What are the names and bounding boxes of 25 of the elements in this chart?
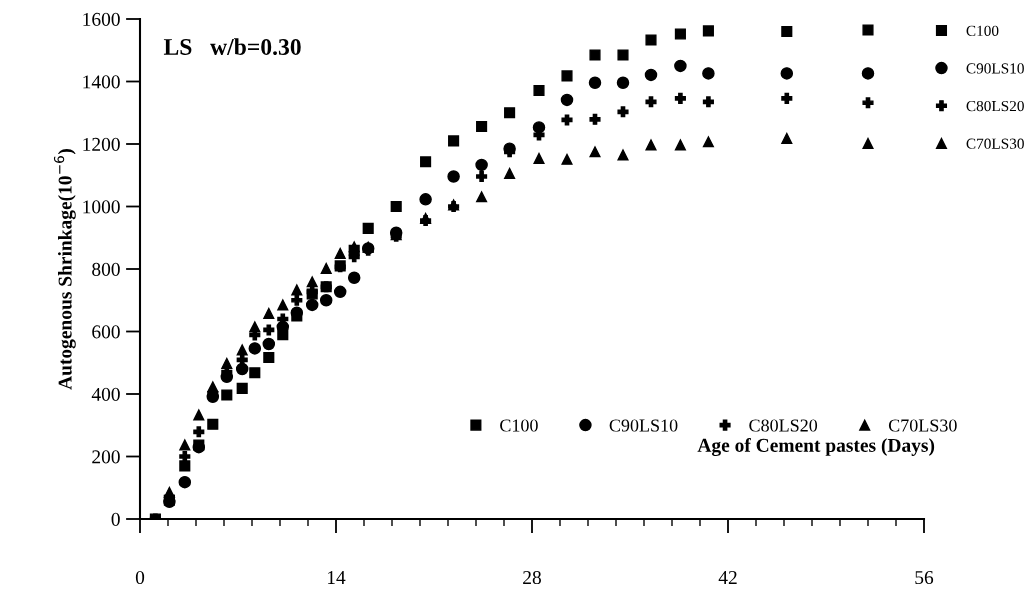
legend-label: C90LS10 bbox=[609, 419, 678, 432]
y-tick-label: 400 bbox=[91, 387, 120, 401]
text: C70LS30 bbox=[966, 138, 1024, 149]
y-tick-label: 0 bbox=[111, 512, 120, 526]
y-tick-label: 1000 bbox=[83, 200, 120, 214]
text: C80LS20 bbox=[966, 100, 1024, 112]
x-axis-title: Age of Cement pastes (Days) bbox=[697, 438, 935, 456]
annotation: LS w/b=0.30 bbox=[163, 38, 301, 56]
x-tick-label: 42 bbox=[718, 571, 737, 584]
legend-label: C70LS30 bbox=[888, 419, 957, 432]
y-tick-label: 800 bbox=[92, 262, 120, 276]
x-tick-label: 28 bbox=[523, 570, 541, 585]
y-tick-label: 1200 bbox=[83, 137, 120, 151]
legend-label: C80LS20 bbox=[749, 419, 818, 432]
legend-label: C100 bbox=[500, 419, 538, 432]
y-tick-label: 200 bbox=[92, 450, 120, 464]
y-axis-title: Autogenous Shrinkage(10$^{−6}$) bbox=[53, 149, 76, 390]
y-tick-label: 1400 bbox=[83, 75, 120, 89]
y-tick-label: 1600 bbox=[83, 12, 120, 26]
x-tick-label: 56 bbox=[915, 571, 934, 585]
text: C90LS10 bbox=[966, 63, 1024, 74]
x-tick-label: 0 bbox=[135, 570, 145, 585]
text: C100 bbox=[966, 25, 999, 36]
x-tick-label: 14 bbox=[327, 571, 346, 584]
y-tick-label: 600 bbox=[92, 325, 120, 339]
